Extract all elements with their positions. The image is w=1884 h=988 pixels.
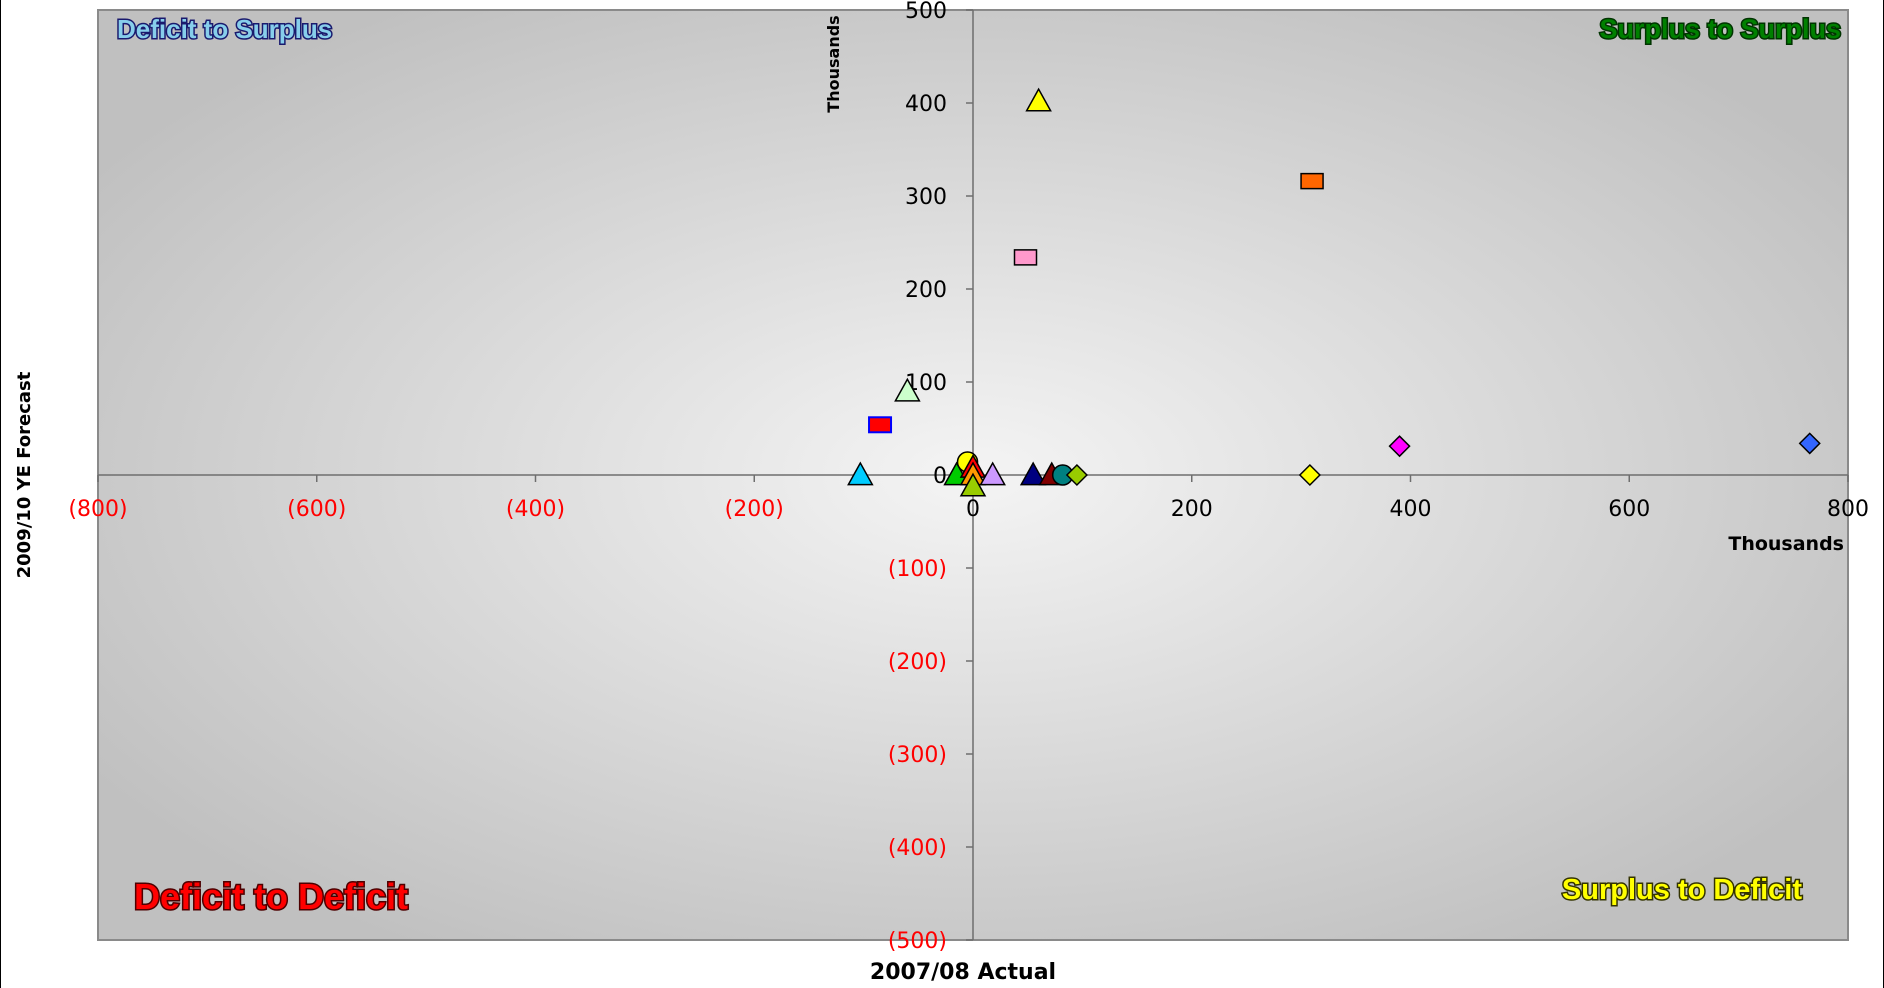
y-tick-label: 200 [905, 278, 947, 303]
y-tick-label: (200) [888, 650, 947, 675]
y-tick-label: 500 [905, 0, 947, 24]
quadrant-label-surplus-to-deficit: Surplus to Deficit [1562, 874, 1802, 906]
x-axis-unit-label: Thousands [1728, 533, 1844, 555]
x-tick-label: 600 [1608, 497, 1650, 522]
x-tick-label: (600) [287, 497, 346, 522]
y-tick-label: 300 [905, 185, 947, 210]
x-tick-label: (200) [725, 497, 784, 522]
quadrant-label-surplus-to-surplus: Surplus to Surplus [1599, 14, 1841, 44]
data-point-square [1300, 172, 1324, 190]
data-point-triangle [959, 472, 987, 497]
y-tick-label: 0 [933, 464, 947, 489]
tick-labels: (800) (600) (400) (200) 0 200 400 600 800 (500) (4… [68, 0, 1869, 954]
data-point-triangle [847, 461, 874, 486]
y-tick-label: (100) [888, 557, 947, 582]
y-axis-unit-label: Thousands [824, 15, 843, 112]
y-tick-label: 400 [905, 92, 947, 117]
data-point-square [1013, 249, 1038, 266]
x-tick-label: (800) [68, 497, 127, 522]
data-point-diamond [1298, 463, 1321, 487]
data-point-triangle [1019, 461, 1047, 486]
y-tick-label: (400) [888, 836, 947, 861]
x-tick-label: 800 [1827, 497, 1869, 522]
y-tick-label: (300) [888, 743, 947, 768]
data-point-diamond [1388, 435, 1411, 458]
x-tick-label: 0 [966, 497, 980, 522]
x-tick-label: 200 [1171, 497, 1213, 522]
x-tick-label: 400 [1390, 497, 1432, 522]
x-axis-title: 2007/08 Actual [870, 960, 1056, 985]
data-point-diamond [1798, 432, 1821, 455]
x-tick-label: (400) [506, 497, 565, 522]
quadrant-label-deficit-to-surplus: Deficit to Surplus [117, 14, 332, 44]
data-points [847, 87, 1821, 497]
y-axis-title: 2009/10 YE Forecast [14, 371, 35, 578]
data-point-triangle [894, 377, 921, 402]
quadrant-label-deficit-to-deficit: Deficit to Deficit [134, 876, 408, 917]
data-point-diamond [1065, 463, 1088, 487]
data-point-square [868, 416, 893, 434]
data-point-triangle [979, 461, 1006, 486]
y-tick-label: (500) [888, 929, 947, 954]
data-point-triangle [1025, 87, 1052, 112]
